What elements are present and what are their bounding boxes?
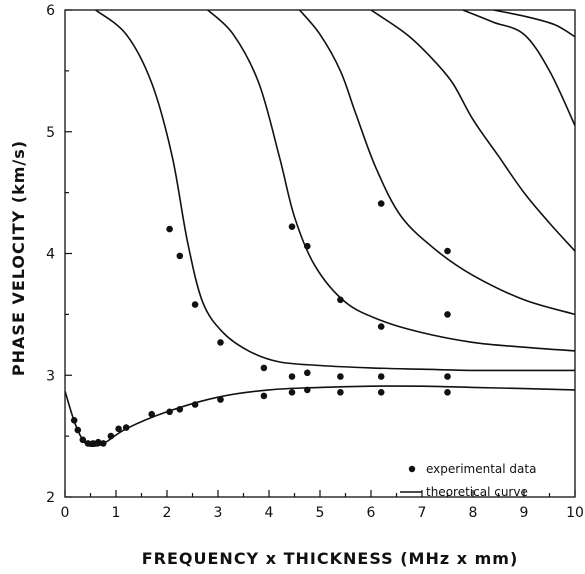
data-point-12 xyxy=(166,408,173,416)
data-point-23 xyxy=(288,373,296,380)
experimental-points xyxy=(70,200,451,447)
data-point-13 xyxy=(176,406,184,413)
data-point-8 xyxy=(107,432,115,440)
data-point-19 xyxy=(337,389,344,396)
plot-area xyxy=(64,9,576,498)
legend-label-experimental: experimental data xyxy=(426,462,536,476)
data-point-14 xyxy=(191,401,199,408)
x-tick-label: 6 xyxy=(367,505,376,521)
data-point-5 xyxy=(89,440,97,447)
theoretical-curve-3 xyxy=(207,10,575,352)
theoretical-curve-2 xyxy=(95,10,575,372)
data-point-33 xyxy=(304,242,311,250)
data-point-2 xyxy=(74,426,82,434)
legend-label-theoretical: theoretical curve xyxy=(426,485,528,499)
legend-dot-marker xyxy=(408,465,416,473)
data-point-27 xyxy=(444,373,451,380)
y-tick-label: 2 xyxy=(46,490,55,506)
x-tick-label: 4 xyxy=(265,505,274,521)
data-point-25 xyxy=(337,373,344,380)
x-axis-ticks: 0 1 2 3 4 5 6 7 8 9 10 xyxy=(61,490,584,521)
x-tick-label: 5 xyxy=(316,505,325,521)
x-tick-label: 1 xyxy=(112,505,121,521)
data-point-15 xyxy=(217,396,224,403)
y-tick-label: 4 xyxy=(46,247,55,263)
theoretical-curve-7 xyxy=(493,10,575,38)
plot-frame xyxy=(64,9,576,498)
data-point-3 xyxy=(79,436,87,444)
x-tick-label: 0 xyxy=(61,505,70,521)
data-point-34 xyxy=(337,296,344,304)
legend: experimental data theoretical curve xyxy=(400,462,536,499)
data-point-1 xyxy=(70,417,78,424)
data-point-32 xyxy=(288,223,296,230)
data-point-6 xyxy=(94,438,102,446)
x-axis-title: FREQUENCY x THICKNESS (MHz x mm) xyxy=(142,549,519,568)
theoretical-curve-6 xyxy=(462,10,575,127)
data-point-38 xyxy=(444,311,451,318)
y-tick-label: 3 xyxy=(46,368,55,384)
theoretical-curve-5 xyxy=(370,10,575,252)
x-tick-label: 3 xyxy=(214,505,223,521)
theoretical-curves xyxy=(65,10,575,447)
data-point-4 xyxy=(84,440,92,447)
data-point-24 xyxy=(304,369,311,377)
data-point-20 xyxy=(377,389,385,396)
data-point-35 xyxy=(377,323,385,330)
data-point-37 xyxy=(444,247,451,255)
data-point-17 xyxy=(288,389,296,396)
data-point-9 xyxy=(115,425,122,433)
data-point-10 xyxy=(122,424,130,431)
data-point-16 xyxy=(260,392,268,400)
data-point-22 xyxy=(260,364,268,372)
y-tick-label: 5 xyxy=(46,125,55,141)
data-point-31 xyxy=(217,339,224,346)
data-point-26 xyxy=(377,373,385,380)
data-point-29 xyxy=(176,252,184,260)
theoretical-curve-4 xyxy=(298,10,575,316)
theoretical-curve-1 xyxy=(65,385,575,447)
data-point-21 xyxy=(444,389,451,396)
y-axis-title: PHASE VELOCITY (km/s) xyxy=(9,140,28,376)
y-tick-label: 6 xyxy=(46,3,55,19)
x-tick-label: 2 xyxy=(163,505,172,521)
y-axis-ticks: 2 3 4 5 6 xyxy=(46,3,72,506)
data-point-11 xyxy=(148,410,155,418)
x-tick-label: 9 xyxy=(520,505,529,521)
data-point-30 xyxy=(191,301,199,308)
data-point-18 xyxy=(304,386,311,394)
data-point-36 xyxy=(377,200,385,207)
x-tick-label: 8 xyxy=(469,505,478,521)
x-tick-label: 10 xyxy=(566,505,584,521)
x-tick-label: 7 xyxy=(418,505,427,521)
data-point-7 xyxy=(100,440,107,447)
data-point-28 xyxy=(166,225,173,233)
